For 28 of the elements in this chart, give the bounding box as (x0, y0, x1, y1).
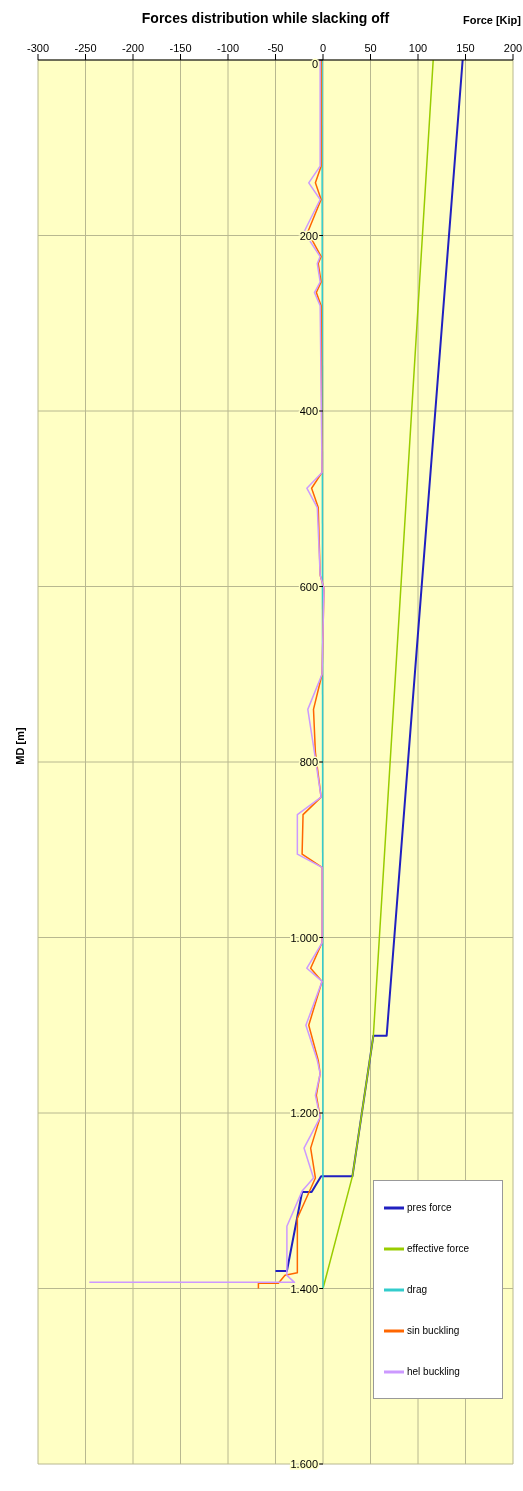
x-tick-label: -200 (121, 42, 145, 54)
y-axis-title: MD [m] (14, 726, 26, 765)
x-tick-label: -250 (74, 42, 97, 54)
line-series (88, 60, 325, 1284)
y-tick-label: 1.000 (290, 931, 318, 944)
x-tick-label: 200 (503, 42, 523, 54)
y-tick-label: 1.200 (290, 1107, 318, 1119)
y-tick-label: 800 (299, 756, 318, 768)
y-tick-label: 0 (311, 58, 318, 70)
y-tick-label: 1.600 (290, 1458, 318, 1470)
legend-label: effective force (407, 1243, 470, 1254)
x-tick-label: 100 (408, 42, 428, 54)
x-tick-label: 50 (364, 42, 377, 54)
chart-title: Forces distribution while slacking off (141, 10, 390, 26)
legend-label: hel buckling (407, 1366, 460, 1377)
x-tick-label: -150 (169, 42, 192, 54)
legend-label: pres force (407, 1202, 452, 1213)
x-tick-label: -50 (267, 42, 284, 54)
legend-label: sin buckling (407, 1325, 460, 1336)
y-tick-label: 1.400 (290, 1282, 318, 1295)
x-tick-label: -100 (216, 42, 240, 54)
legend-label: drag (407, 1284, 428, 1295)
x-axis-title: Force [Kip] (462, 14, 521, 26)
y-tick-label: 400 (299, 405, 318, 417)
y-tick-label: 600 (299, 580, 318, 593)
x-tick-label: -300 (26, 42, 50, 54)
x-tick-label: 0 (319, 42, 327, 54)
x-tick-label: 150 (456, 42, 475, 54)
